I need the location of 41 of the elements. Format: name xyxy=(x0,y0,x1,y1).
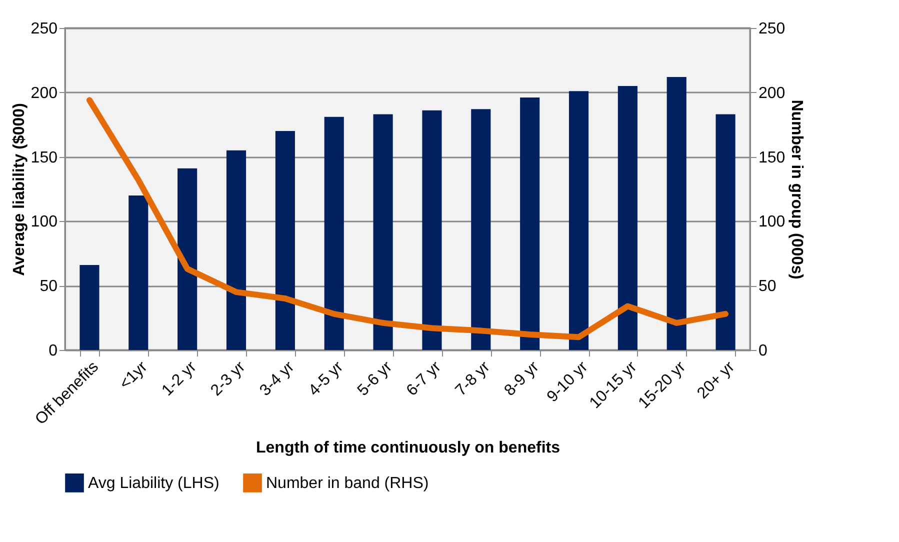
y-tick-label: 200 xyxy=(30,84,58,102)
y-axis-title: Average liability ($000) xyxy=(10,103,28,276)
y-tick-label: 50 xyxy=(40,278,58,296)
bar xyxy=(128,195,148,350)
bar xyxy=(226,150,246,350)
x-tick-label: <1yr xyxy=(116,358,152,393)
y2-tick-label: 100 xyxy=(758,214,786,231)
x-tick-label: 3-4 yr xyxy=(256,358,298,400)
x-tick-label: 5-6 yr xyxy=(354,358,396,400)
bar xyxy=(471,109,491,350)
bar xyxy=(422,110,442,350)
bar xyxy=(568,91,589,350)
y2-tick-label: 200 xyxy=(758,84,786,102)
bar xyxy=(618,86,638,350)
y2-tick-label: 150 xyxy=(758,149,786,166)
bar xyxy=(324,116,344,350)
bar xyxy=(275,131,295,350)
y2-tick-label: 50 xyxy=(758,278,776,296)
y2-tick-label: 250 xyxy=(758,20,786,38)
x-tick-label: 2-3 yr xyxy=(208,358,250,400)
y2-axis-title: Number in group (000s) xyxy=(788,100,806,280)
x-axis-title: Length of time continuously on benefits xyxy=(256,439,560,456)
x-tick-label: 8-9 yr xyxy=(501,358,543,400)
x-tick-label: 6-7 yr xyxy=(404,358,445,400)
legend-label: Avg Liability (LHS) xyxy=(88,474,220,492)
bar xyxy=(373,114,393,350)
bar xyxy=(80,264,100,350)
y2-tick-label: 0 xyxy=(758,342,768,360)
y-tick-label: 100 xyxy=(30,214,58,231)
bar xyxy=(178,168,198,350)
y-tick-label: 0 xyxy=(48,342,58,360)
x-tick-label: 20+ yr xyxy=(694,358,739,402)
bar xyxy=(520,98,540,350)
bar xyxy=(716,114,736,350)
bar xyxy=(666,76,686,350)
y-tick-label: 250 xyxy=(30,20,58,38)
x-tick-label: 7-8 yr xyxy=(452,358,494,400)
legend-label: Number in band (RHS) xyxy=(266,474,429,492)
y-tick-label: 150 xyxy=(30,149,58,166)
x-tick-label: 4-5 yr xyxy=(306,358,348,400)
x-tick-label: 1-2 yr xyxy=(158,358,200,400)
